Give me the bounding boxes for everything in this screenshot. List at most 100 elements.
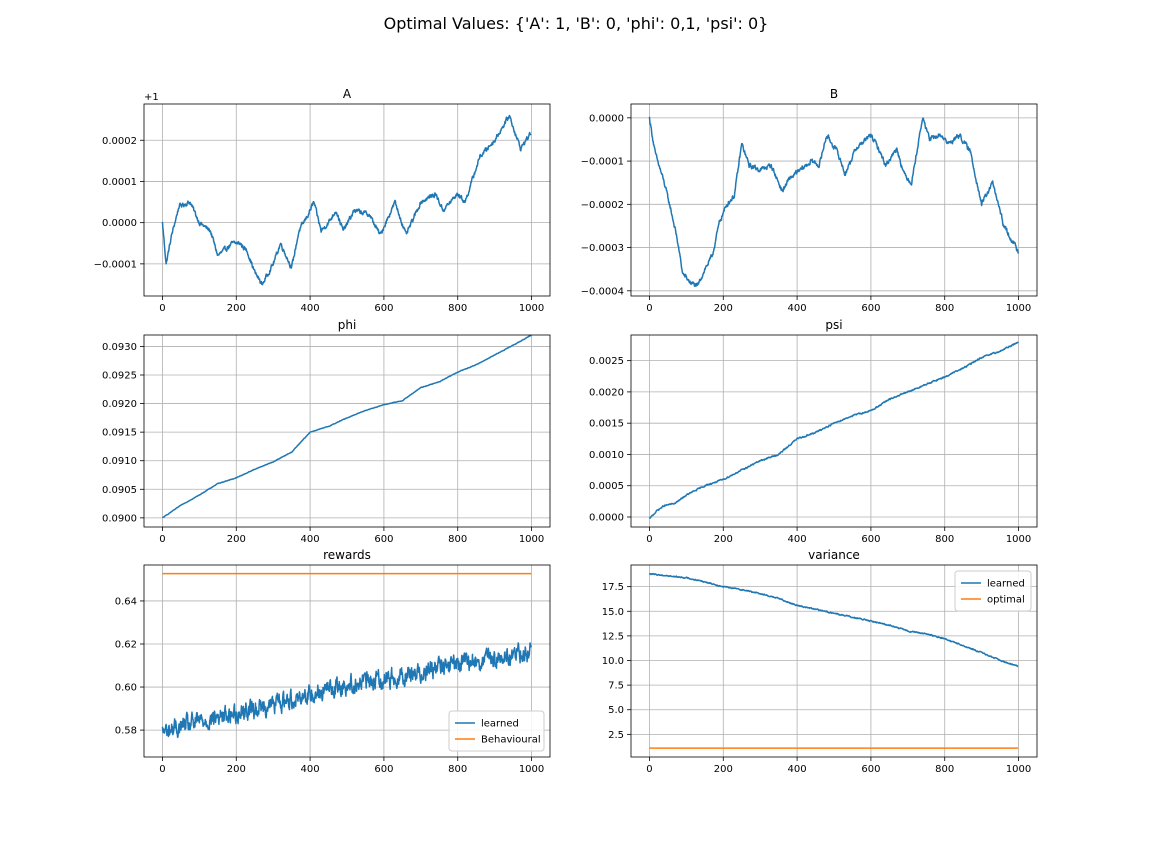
- y-tick-label: 0.0900: [102, 513, 137, 524]
- subplot-phi: 0 200 400 600 800 1000 0.0900 0.0905 0.0910 0.091…: [102, 318, 551, 545]
- x-tick-label: 0: [159, 764, 165, 775]
- axes-frame: [143, 103, 551, 297]
- y-tick-label: 0.0905: [102, 485, 137, 496]
- x-tick-label: 600: [861, 764, 880, 775]
- x-tick-label: 800: [448, 764, 467, 775]
- axes-frame: [630, 564, 1038, 758]
- subplot-rewards: 0 200 400 600 800 1000 0.58 0.60 0.62 0.64 rewards…: [115, 548, 551, 775]
- legend-box: [448, 710, 545, 752]
- legend-box: [954, 570, 1032, 612]
- y-tick-label: 0.0005: [589, 481, 624, 492]
- series-line-phi: [161, 335, 532, 519]
- legend: learned Behavioural: [448, 710, 545, 752]
- subplot-title: rewards: [323, 548, 371, 562]
- x-tick-label: 1000: [1006, 303, 1031, 314]
- y-tick-label: 10.0: [602, 656, 624, 667]
- legend-label: learned: [481, 719, 519, 730]
- figure-suptitle: Optimal Values: {'A': 1, 'B': 0, 'phi': …: [384, 14, 769, 33]
- x-tick-label: 800: [935, 534, 954, 545]
- y-tick-label: 7.5: [608, 681, 624, 692]
- x-tick-label: 600: [374, 764, 393, 775]
- x-tick-label: 1000: [1006, 534, 1031, 545]
- series-line-A: [161, 114, 532, 286]
- subplot-title: phi: [338, 318, 357, 332]
- x-tick-label: 800: [448, 303, 467, 314]
- y-tick-label: 0.0020: [589, 387, 624, 398]
- series-line-learned: [648, 572, 1019, 668]
- y-tick-label: 0.0925: [102, 371, 137, 382]
- x-tick-label: 1000: [1006, 764, 1031, 775]
- y-tick-label: −0.0004: [581, 286, 624, 297]
- x-tick-label: 1000: [519, 764, 544, 775]
- x-tick-label: 600: [861, 534, 880, 545]
- legend-label: Behavioural: [481, 735, 541, 746]
- legend-label: learned: [987, 579, 1025, 590]
- y-tick-label: −0.0001: [581, 157, 624, 168]
- subplot-A: 0 200 400 600 800 1000 −0.0001 0.0000 0.0001 0.00…: [94, 87, 551, 314]
- y-tick-label: −0.0001: [94, 259, 137, 270]
- subplot-title: B: [830, 87, 838, 101]
- x-tick-label: 200: [714, 303, 733, 314]
- y-tick-label: 0.0010: [589, 450, 624, 461]
- x-tick-label: 400: [301, 534, 320, 545]
- y-tick-label: 0.0000: [102, 218, 137, 229]
- axis-offset-text: +1: [144, 92, 159, 103]
- y-tick-label: 5.0: [608, 705, 624, 716]
- y-tick-label: 12.5: [602, 631, 624, 642]
- x-tick-label: 0: [646, 303, 652, 314]
- y-tick-label: 15.0: [602, 607, 624, 618]
- x-tick-label: 400: [788, 534, 807, 545]
- y-tick-label: 0.62: [115, 639, 137, 650]
- x-tick-label: 400: [788, 764, 807, 775]
- x-tick-label: 1000: [519, 534, 544, 545]
- x-tick-label: 200: [227, 534, 246, 545]
- subplot-psi: 0 200 400 600 800 1000 0.0000 0.0005 0.0010 0.001…: [589, 318, 1038, 545]
- y-tick-label: −0.0002: [581, 200, 624, 211]
- y-tick-label: 0.0930: [102, 342, 137, 353]
- x-tick-label: 600: [374, 534, 393, 545]
- legend: learned optimal: [954, 570, 1032, 612]
- y-tick-label: 2.5: [608, 730, 624, 741]
- x-tick-label: 600: [374, 303, 393, 314]
- y-tick-label: 0.0002: [102, 136, 137, 147]
- legend-label: optimal: [987, 595, 1025, 606]
- subplot-title: variance: [808, 548, 860, 562]
- axes-frame: [143, 564, 551, 758]
- x-tick-label: 200: [714, 534, 733, 545]
- y-tick-label: 17.5: [602, 582, 624, 593]
- x-tick-label: 800: [935, 764, 954, 775]
- x-tick-label: 200: [227, 303, 246, 314]
- x-tick-label: 800: [935, 303, 954, 314]
- subplot-title: A: [343, 87, 352, 101]
- axes-frame: [630, 103, 1038, 297]
- series-line-learned: [161, 642, 532, 739]
- y-tick-label: 0.0920: [102, 399, 137, 410]
- x-tick-label: 200: [714, 764, 733, 775]
- y-tick-label: 0.0000: [589, 512, 624, 523]
- axes-frame: [143, 334, 551, 528]
- series-line-psi: [648, 341, 1019, 520]
- x-tick-label: 800: [448, 534, 467, 545]
- y-tick-label: −0.0003: [581, 243, 624, 254]
- x-tick-label: 600: [861, 303, 880, 314]
- x-tick-label: 0: [159, 534, 165, 545]
- subplot-variance: 0 200 400 600 800 1000 2.5 5.0 7.5 10.0 12.5 15.0 17…: [602, 548, 1038, 775]
- y-tick-label: 0.64: [115, 596, 137, 607]
- y-tick-label: 0.0915: [102, 428, 137, 439]
- axes-frame: [630, 334, 1038, 528]
- x-tick-label: 200: [227, 764, 246, 775]
- subplot-title: psi: [825, 318, 842, 332]
- subplot-B: 0 200 400 600 800 1000 −0.0004 −0.0003 −0.0002 −0…: [581, 87, 1038, 314]
- y-tick-label: 0.0910: [102, 456, 137, 467]
- x-tick-label: 400: [301, 303, 320, 314]
- y-tick-label: 0.0025: [589, 356, 624, 367]
- x-tick-label: 400: [301, 764, 320, 775]
- subplot-grid: 0 200 400 600 800 1000 −0.0001 0.0000 0.0001 0.00…: [94, 87, 1038, 775]
- y-tick-label: 0.58: [115, 726, 137, 737]
- y-tick-label: 0.0015: [589, 419, 624, 430]
- y-tick-label: 0.0000: [589, 113, 624, 124]
- x-tick-label: 0: [646, 534, 652, 545]
- x-tick-label: 0: [159, 303, 165, 314]
- x-tick-label: 400: [788, 303, 807, 314]
